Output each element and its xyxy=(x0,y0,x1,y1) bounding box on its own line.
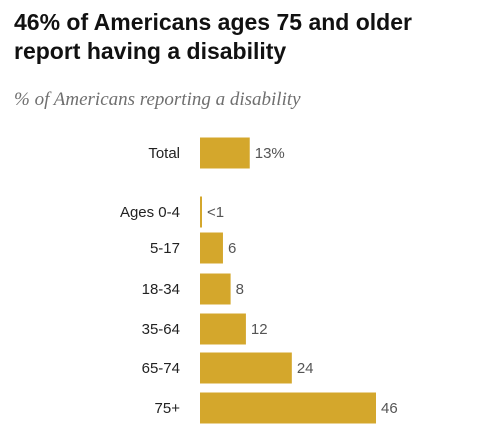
chart-title: 46% of Americans ages 75 and older repor… xyxy=(14,9,412,64)
category-label-18-34: 18-34 xyxy=(142,281,180,298)
bar-total xyxy=(200,137,250,169)
category-label-5-17: 5-17 xyxy=(150,240,180,257)
value-label-35-64: 12 xyxy=(251,321,268,338)
category-label-75: 75+ xyxy=(155,400,181,417)
value-label-18-34: 8 xyxy=(236,281,244,298)
category-label-ages-0-4: Ages 0-4 xyxy=(120,204,180,221)
bar-75 xyxy=(200,392,376,424)
category-label-total: Total xyxy=(148,145,180,162)
bar-35-64 xyxy=(200,313,246,345)
category-label-65-74: 65-74 xyxy=(142,360,180,377)
value-label-5-17: 6 xyxy=(228,240,236,257)
bar-18-34 xyxy=(200,273,231,305)
value-label-65-74: 24 xyxy=(297,360,314,377)
value-label-total: 13% xyxy=(255,145,285,162)
bar-5-17 xyxy=(200,232,223,264)
value-label-75: 46 xyxy=(381,400,398,417)
value-label-ages-0-4: <1 xyxy=(207,204,224,221)
category-label-35-64: 35-64 xyxy=(142,321,180,338)
bar-ages-0-4 xyxy=(200,196,202,228)
chart-subtitle: % of Americans reporting a disability xyxy=(14,89,301,110)
bar-65-74 xyxy=(200,352,292,384)
